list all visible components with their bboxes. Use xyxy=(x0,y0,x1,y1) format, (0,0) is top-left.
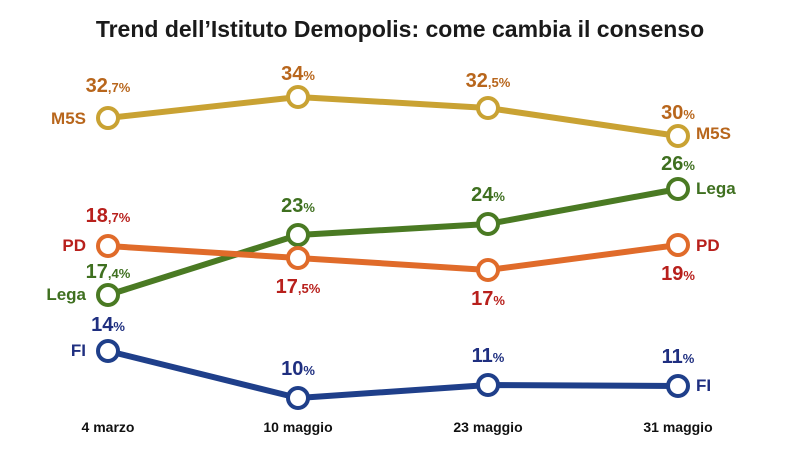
x-tick-label: 23 maggio xyxy=(453,419,522,435)
value-label-fi-2: 10% xyxy=(281,358,315,380)
series-name-m5s-left: M5S xyxy=(51,109,86,128)
series-name-pd-right: PD xyxy=(696,236,720,255)
series-name-lega-left: Lega xyxy=(46,285,86,304)
point-lega-2 xyxy=(286,223,310,247)
point-m5s-4 xyxy=(666,124,690,148)
value-label-m5s-4: 30% xyxy=(661,102,695,124)
series-name-pd-left: PD xyxy=(62,236,86,255)
value-labels: 32,7% 34% 32,5% 30% 17,4% 23% 24% 26% 18,7% 17,5%… xyxy=(86,63,696,380)
value-label-lega-3: 24% xyxy=(471,184,505,206)
value-label-pd-3: 17% xyxy=(471,288,505,310)
series-name-lega-right: Lega xyxy=(696,179,736,198)
point-fi-2 xyxy=(286,386,310,410)
series-lines xyxy=(105,94,681,401)
x-tick-label: 31 maggio xyxy=(643,419,712,435)
series-name-fi-right: FI xyxy=(696,376,711,395)
point-m5s-3 xyxy=(476,96,500,120)
series-line-pd xyxy=(105,242,681,273)
series-line-lega xyxy=(105,186,681,298)
point-pd-2 xyxy=(286,246,310,270)
chart-title: Trend dell’Istituto Demopolis: come camb… xyxy=(96,16,704,42)
point-m5s-2 xyxy=(286,85,310,109)
series-labels: M5S M5S Lega Lega PD PD FI FI xyxy=(46,109,736,395)
value-label-lega-1: 17,4% xyxy=(86,261,131,283)
point-fi-4 xyxy=(666,374,690,398)
point-fi-1 xyxy=(96,339,120,363)
series-name-fi-left: FI xyxy=(71,341,86,360)
series-markers xyxy=(96,85,690,410)
value-label-fi-3: 11% xyxy=(472,345,505,367)
point-pd-4 xyxy=(666,233,690,257)
point-lega-1 xyxy=(96,283,120,307)
point-m5s-1 xyxy=(96,106,120,130)
x-tick-label: 4 marzo xyxy=(82,419,135,435)
value-label-m5s-3: 32,5% xyxy=(466,70,511,92)
value-label-pd-4: 19% xyxy=(661,263,695,285)
value-label-fi-4: 11% xyxy=(662,346,695,368)
value-label-lega-2: 23% xyxy=(281,195,315,217)
value-label-pd-1: 18,7% xyxy=(86,205,131,227)
value-label-fi-1: 14% xyxy=(91,314,125,336)
x-axis-ticks: 4 marzo 10 maggio 23 maggio 31 maggio xyxy=(82,419,713,435)
point-pd-1 xyxy=(96,234,120,258)
series-line-m5s xyxy=(105,94,681,139)
value-label-m5s-2: 34% xyxy=(281,63,315,85)
series-name-m5s-right: M5S xyxy=(696,124,731,143)
point-fi-3 xyxy=(476,373,500,397)
value-label-pd-2: 17,5% xyxy=(276,276,321,298)
x-tick-label: 10 maggio xyxy=(263,419,332,435)
value-label-m5s-1: 32,7% xyxy=(86,75,131,97)
point-pd-3 xyxy=(476,258,500,282)
point-lega-4 xyxy=(666,177,690,201)
point-lega-3 xyxy=(476,212,500,236)
series-line-fi xyxy=(105,348,681,401)
value-label-lega-4: 26% xyxy=(661,153,695,175)
